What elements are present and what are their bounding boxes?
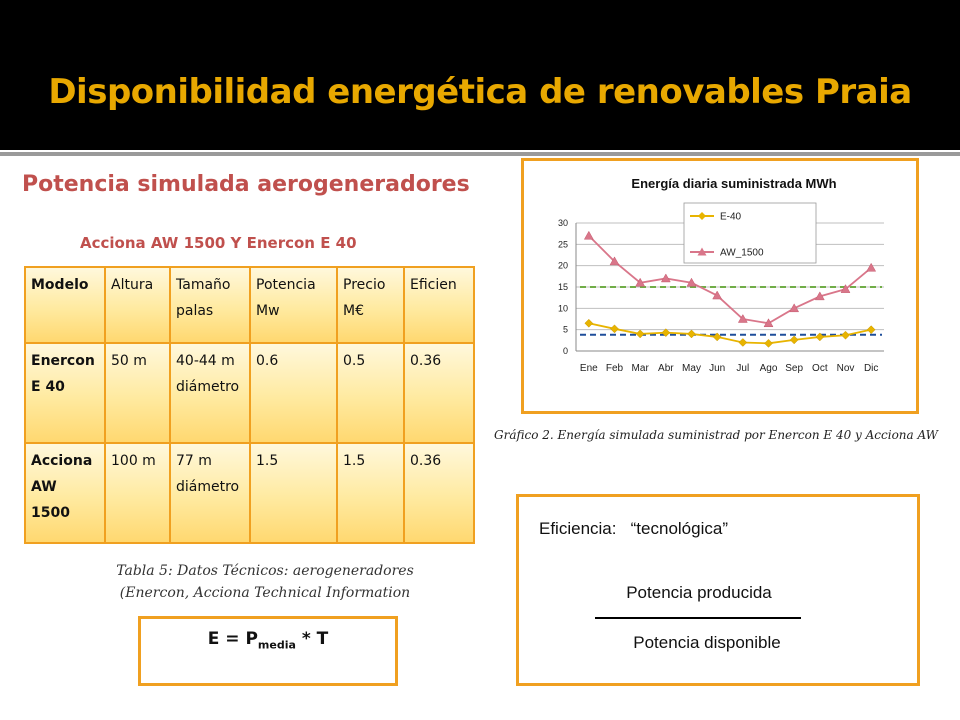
efficiency-denominator: Potencia disponible [633,633,781,652]
y-tick-label: 20 [558,261,568,271]
efficiency-numerator: Potencia producida [626,583,772,602]
y-tick-label: 30 [558,218,568,228]
table-header-cell: Tamaño palas [169,266,251,344]
table-row: Enercon E 40 50 m 40-44 m diámetro 0.6 0… [24,342,475,444]
data-point [712,290,723,300]
slide-subtitle: Potencia simulada aerogeneradores [22,172,470,197]
y-tick-label: 0 [563,346,568,356]
table-cell: 40-44 m diámetro [169,342,251,444]
formula-lhs: E = P [207,629,258,649]
energy-formula: E = Pmedia * T [141,629,395,651]
y-tick-label: 25 [558,239,568,249]
x-tick-label: Ago [760,363,778,374]
table-cell: 100 m [104,442,171,544]
x-tick-label: Abr [658,363,674,374]
data-point [789,335,799,345]
table-cell: 1.5 [249,442,338,544]
x-tick-label: Dic [864,363,878,374]
legend-marker [697,247,707,256]
data-point [687,329,696,339]
data-point [635,329,645,339]
x-tick-label: May [682,363,701,374]
formula-box: E = Pmedia * T [138,616,398,686]
x-tick-label: Mar [632,363,650,374]
x-tick-label: Ene [580,363,598,374]
specs-table: Modelo Altura Tamaño palas Potencia Mw P… [24,266,475,544]
data-point [789,303,800,313]
table-header-cell: Potencia Mw [249,266,338,344]
formula-rhs: * T [295,629,329,649]
y-tick-label: 5 [563,325,568,335]
table-cell: 50 m [104,342,171,444]
y-tick-label: 15 [558,282,568,292]
formula-subscript: media [257,638,296,652]
data-point [815,332,825,342]
table-header-cell: Altura [104,266,171,344]
table-caption-line: Tabla 5: Datos Técnicos: aerogeneradores [116,563,414,579]
energy-chart: Energía diaria suministrada MWh 0 5 10 15 20 2… [558,176,884,374]
data-point [841,330,850,340]
data-point [763,318,774,328]
legend-label: E-40 [720,212,742,223]
data-point [610,324,619,334]
x-tick-label: Feb [606,363,624,374]
efficiency-title: Eficiencia: “tecnológica” [539,519,728,538]
data-point [584,318,594,328]
header-divider-bottom [0,152,960,156]
table-cell: Acciona AW 1500 [24,442,106,544]
table-cell: 0.5 [336,342,405,444]
data-point [635,277,646,287]
efficiency-box: Eficiencia: “tecnológica” Potencia produ… [516,494,920,686]
data-point [660,273,671,283]
x-tick-label: Jun [709,363,725,374]
table-cell: 0.6 [249,342,338,444]
table-caption-line: (Enercon, Acciona Technical Information [119,585,411,601]
table-header-cell: Precio M€ [336,266,405,344]
data-point [737,313,748,323]
data-point [712,332,722,342]
table-header-row: Modelo Altura Tamaño palas Potencia Mw P… [24,266,475,344]
x-tick-label: Sep [785,363,803,374]
table-cell: 0.36 [403,442,475,544]
table-cell: 0.36 [403,342,475,444]
legend-marker [698,212,706,220]
data-point [866,325,876,335]
x-tick-label: Jul [736,363,749,374]
chart-caption: Gráfico 2. Energía simulada suministrad … [494,428,939,442]
data-point [686,277,697,287]
table-cell: 77 m diámetro [169,442,251,544]
table-header-cell: Modelo [24,266,106,344]
x-tick-label: Nov [837,363,855,374]
chart-title: Energía diaria suministrada MWh [631,176,836,191]
series-line [588,235,872,325]
data-point [840,284,851,293]
x-tick-label: Oct [812,363,828,374]
series-line [588,322,872,345]
title-bar: Disponibilidad energética de renovables … [0,0,960,150]
table-title: Acciona AW 1500 Y Enercon E 40 [80,234,357,252]
fraction-line [595,617,801,619]
data-point [764,338,773,348]
data-point [738,338,748,347]
data-point [609,256,620,266]
y-tick-label: 10 [558,303,568,313]
data-point [866,262,877,272]
chart-frame: Energía diaria suministrada MWh 0 5 10 15 20 2… [521,158,919,414]
legend-label: AW_1500 [720,248,764,259]
table-cell: Enercon E 40 [24,342,106,444]
table-row: Acciona AW 1500 100 m 77 m diámetro 1.5 … [24,442,475,544]
data-point [583,230,594,240]
slide-title: Disponibilidad energética de renovables … [48,72,912,112]
table-header-cell: Eficien [403,266,475,344]
data-point [814,291,825,301]
table-caption: Tabla 5: Datos Técnicos: aerogeneradores… [90,560,440,604]
header-divider-top [0,150,960,152]
table-cell: 1.5 [336,442,405,544]
data-point [661,328,671,338]
